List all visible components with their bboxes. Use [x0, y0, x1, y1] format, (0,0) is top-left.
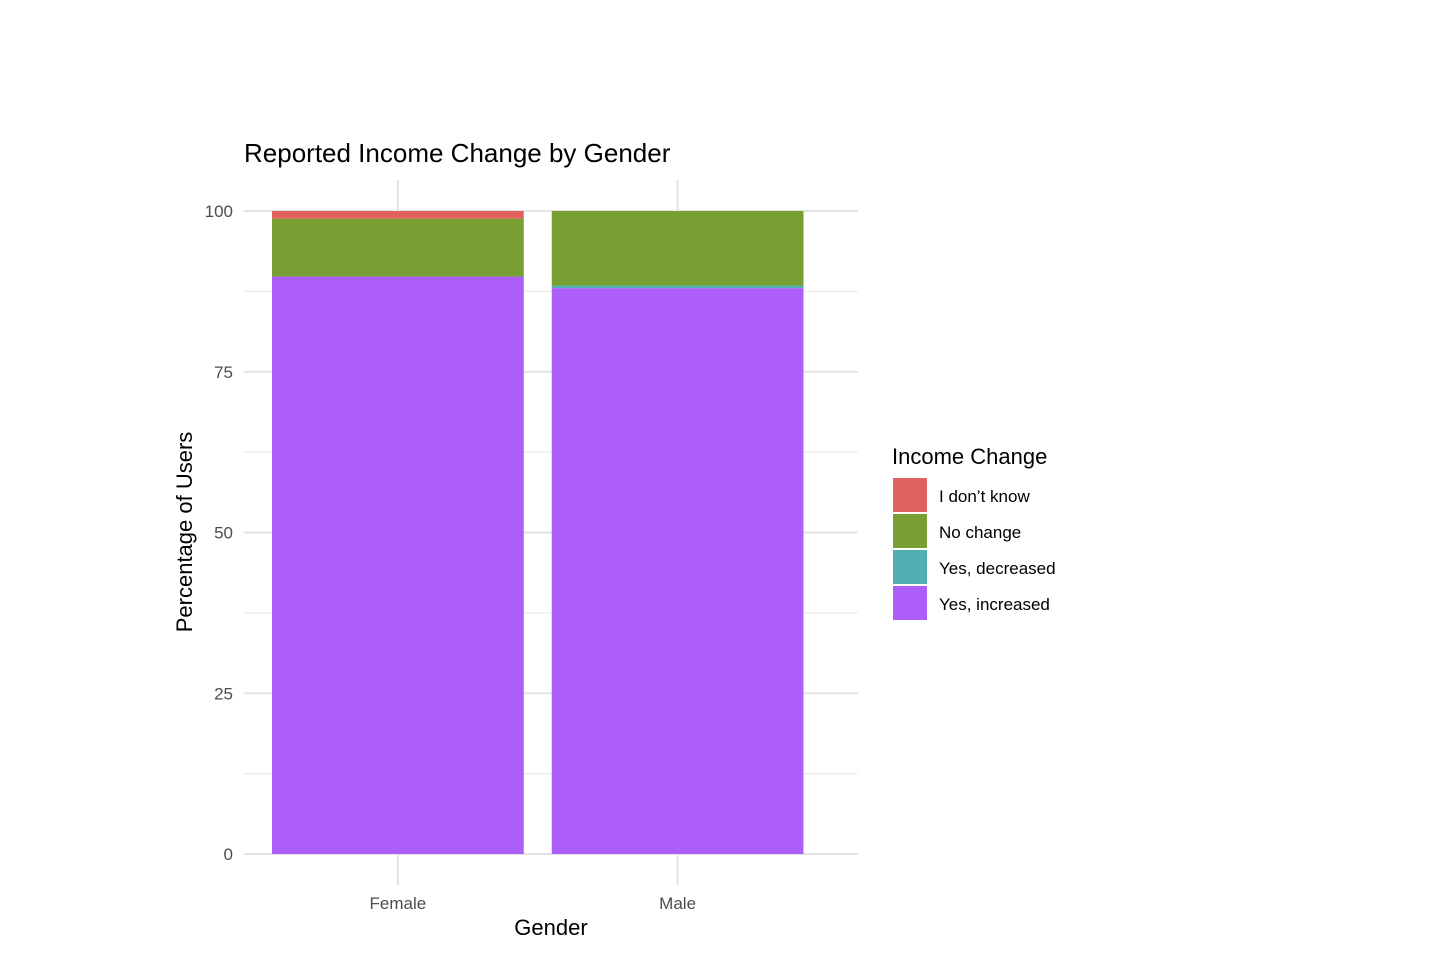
legend: Income Change I don’t know No change Yes, … — [892, 444, 1056, 620]
legend-title: Income Change — [892, 444, 1047, 469]
bar-segment — [551, 285, 804, 289]
legend-swatch — [893, 514, 927, 548]
x-axis-title: Gender — [514, 915, 587, 940]
bar-segment — [551, 288, 804, 854]
bar-segment — [272, 276, 524, 854]
x-tick-label: Female — [370, 894, 427, 913]
legend-swatch — [893, 586, 927, 620]
chart-title: Reported Income Change by Gender — [244, 138, 671, 168]
y-tick-label: 75 — [214, 363, 233, 382]
y-tick-label: 50 — [214, 524, 233, 543]
y-axis-title: Percentage of Users — [172, 432, 197, 633]
bars — [272, 211, 804, 854]
legend-label: No change — [939, 523, 1021, 542]
legend-swatch — [893, 478, 927, 512]
legend-label: Yes, increased — [939, 595, 1050, 614]
bar-segment — [551, 211, 804, 286]
bar-segment — [272, 218, 524, 277]
legend-label: Yes, decreased — [939, 559, 1056, 578]
y-tick-label: 0 — [224, 845, 233, 864]
y-tick-label: 25 — [214, 684, 233, 703]
y-tick-label: 100 — [205, 202, 233, 221]
legend-swatch — [893, 550, 927, 584]
x-tick-label: Male — [659, 894, 696, 913]
axes: 0 25 50 75 100 Female Male — [205, 202, 696, 913]
bar-segment — [272, 211, 524, 219]
legend-label: I don’t know — [939, 487, 1030, 506]
